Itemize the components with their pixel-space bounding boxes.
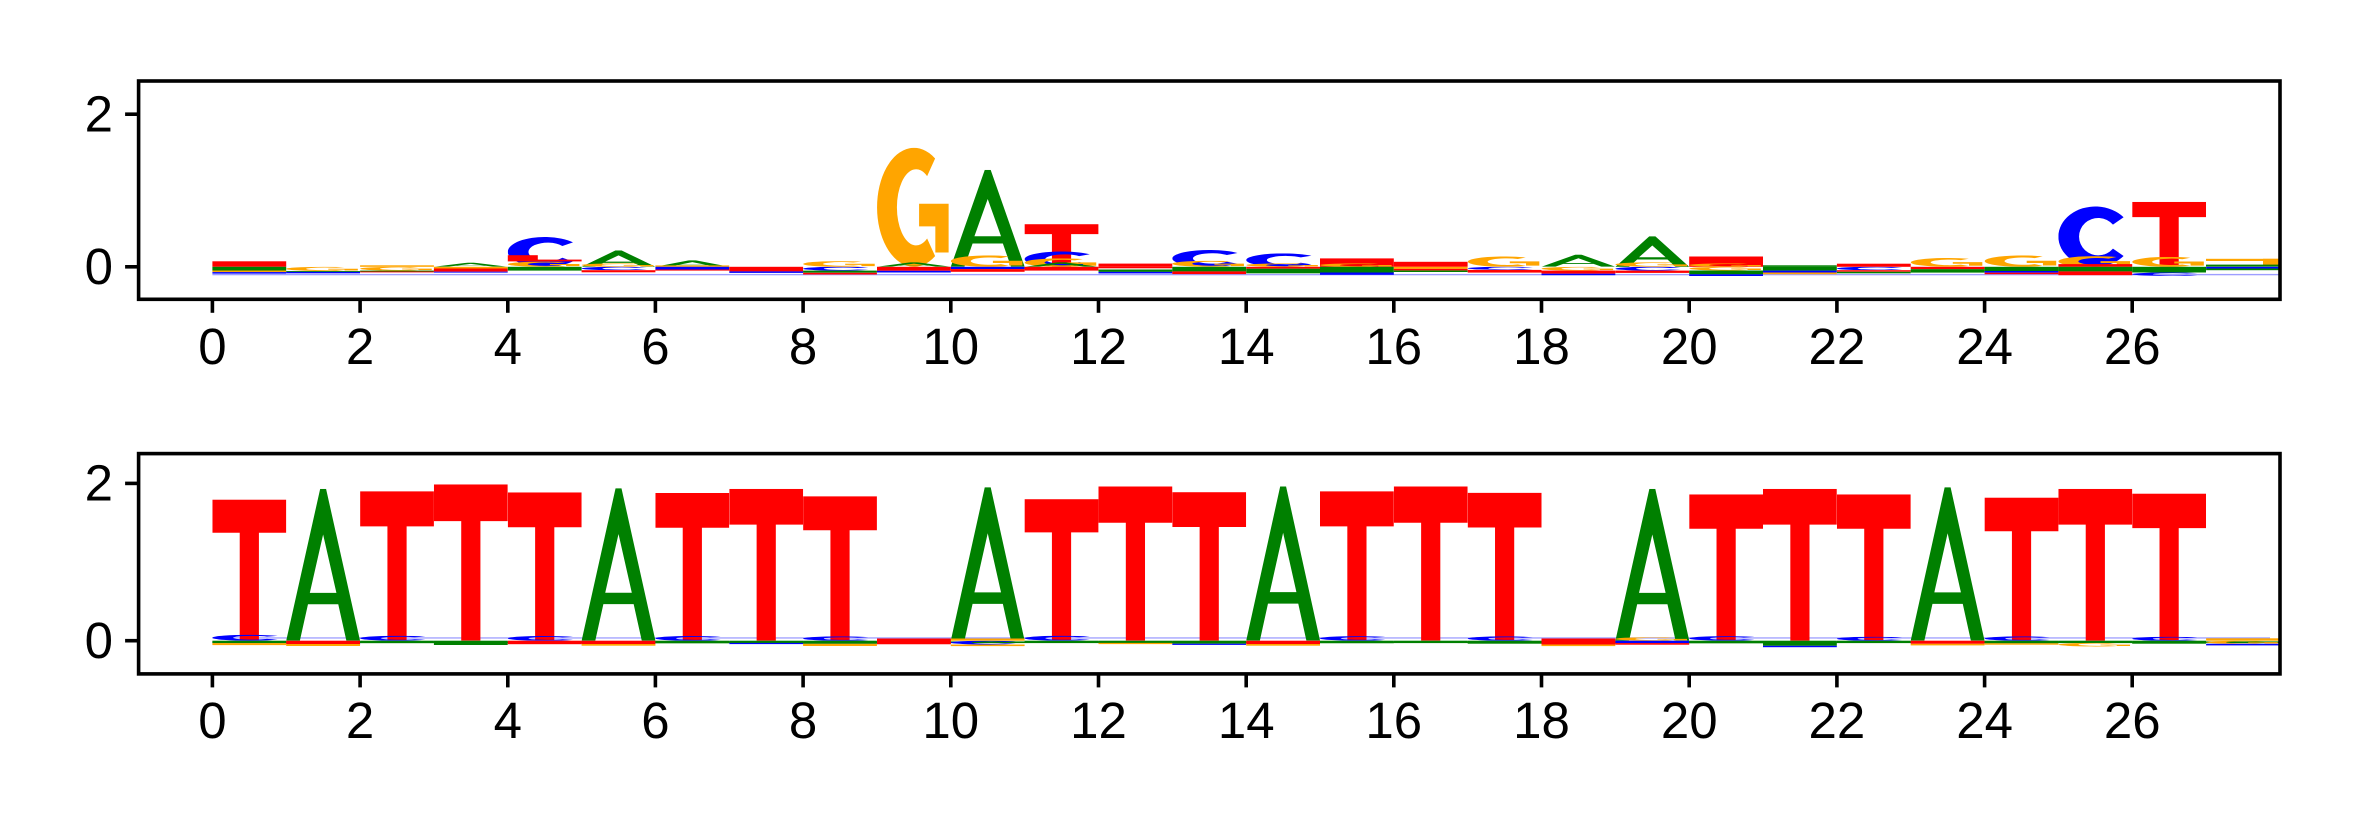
svg-text:26: 26: [2104, 318, 2161, 375]
svg-text:18: 18: [1513, 318, 1570, 375]
svg-text:10: 10: [922, 692, 979, 749]
svg-text:22: 22: [1809, 318, 1866, 375]
svg-text:0: 0: [198, 318, 226, 375]
svg-text:16: 16: [1365, 318, 1422, 375]
svg-text:12: 12: [1070, 692, 1127, 749]
svg-text:8: 8: [789, 318, 817, 375]
svg-text:12: 12: [1070, 318, 1127, 375]
svg-text:2: 2: [85, 85, 113, 142]
svg-text:18: 18: [1513, 692, 1570, 749]
svg-text:26: 26: [2104, 692, 2161, 749]
svg-text:2: 2: [346, 318, 374, 375]
svg-text:0: 0: [85, 238, 113, 295]
svg-text:22: 22: [1809, 692, 1866, 749]
svg-text:4: 4: [494, 318, 522, 375]
svg-text:6: 6: [641, 318, 669, 375]
svg-text:14: 14: [1218, 318, 1275, 375]
svg-text:8: 8: [789, 692, 817, 749]
svg-text:4: 4: [494, 692, 522, 749]
svg-text:0: 0: [85, 612, 113, 669]
svg-text:2: 2: [346, 692, 374, 749]
svg-text:14: 14: [1218, 692, 1275, 749]
svg-text:0: 0: [198, 692, 226, 749]
svg-text:16: 16: [1365, 692, 1422, 749]
svg-text:20: 20: [1661, 318, 1718, 375]
svg-text:24: 24: [1956, 318, 2013, 375]
svg-text:6: 6: [641, 692, 669, 749]
svg-text:10: 10: [922, 318, 979, 375]
svg-text:20: 20: [1661, 692, 1718, 749]
svg-text:24: 24: [1956, 692, 2013, 749]
svg-text:2: 2: [85, 455, 113, 512]
